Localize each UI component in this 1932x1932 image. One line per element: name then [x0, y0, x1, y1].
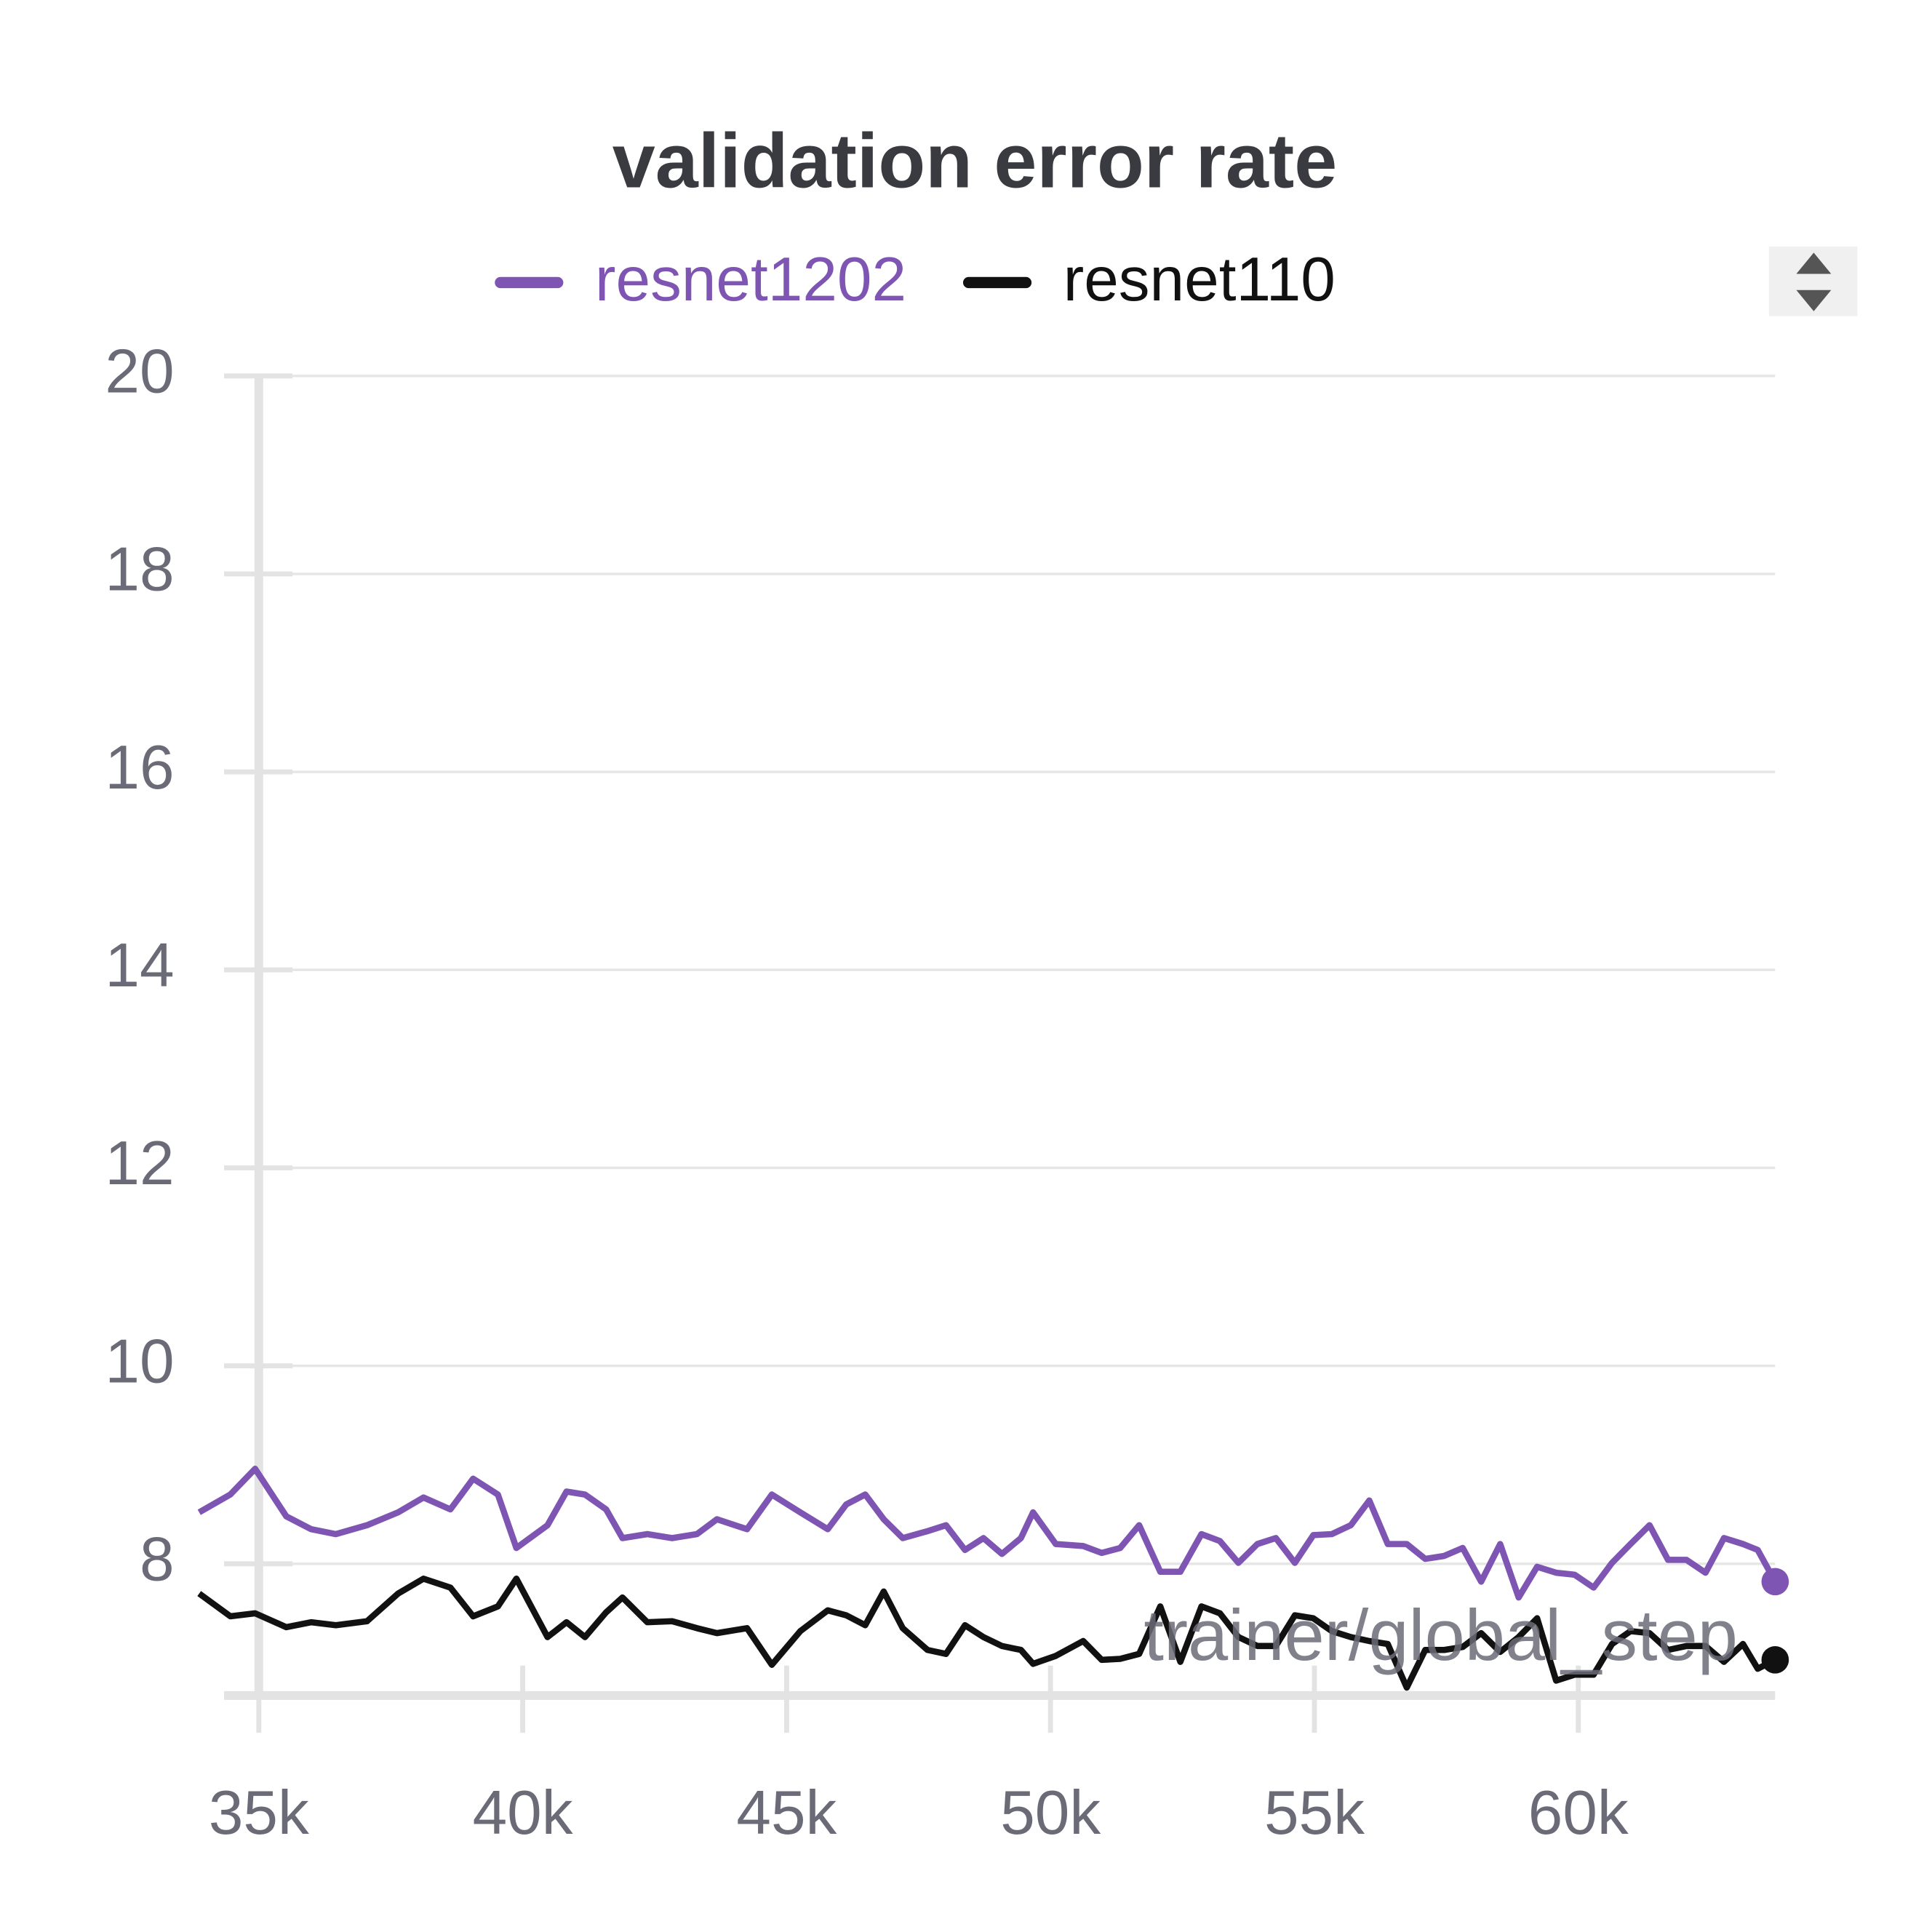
x-axis-label: trainer/global_step: [1143, 1595, 1738, 1676]
x-tick-label: 40k: [473, 1779, 573, 1848]
legend-label: resnet1202: [595, 245, 906, 314]
y-tick-label: 10: [105, 1327, 174, 1396]
y-tick-label: 20: [105, 337, 174, 406]
x-tick-label: 60k: [1528, 1779, 1629, 1848]
chart-title: validation error rate: [612, 118, 1337, 204]
series-line: [197, 1575, 1777, 1691]
y-tick-label: 14: [105, 931, 174, 1000]
sort-down-icon[interactable]: [1796, 290, 1832, 311]
y-tick-label: 12: [105, 1129, 174, 1198]
series-line: [197, 1465, 1779, 1601]
end-point: [1761, 1568, 1789, 1596]
sort-up-icon[interactable]: [1796, 252, 1832, 274]
y-tick-label: 8: [140, 1525, 175, 1594]
x-tick-label: 45k: [736, 1779, 837, 1848]
legend-label: resnet110: [1063, 245, 1336, 314]
sort-button[interactable]: [1768, 246, 1858, 316]
x-tick-label: 50k: [1000, 1779, 1101, 1848]
y-tick-label: 16: [105, 733, 174, 802]
x-tick-label: 35k: [209, 1779, 309, 1848]
legend-item: resnet110: [962, 245, 1336, 314]
legend-item: resnet1202: [495, 245, 906, 314]
end-point: [1761, 1646, 1789, 1674]
x-tick-label: 55k: [1264, 1779, 1365, 1848]
y-tick-label: 18: [105, 535, 174, 604]
